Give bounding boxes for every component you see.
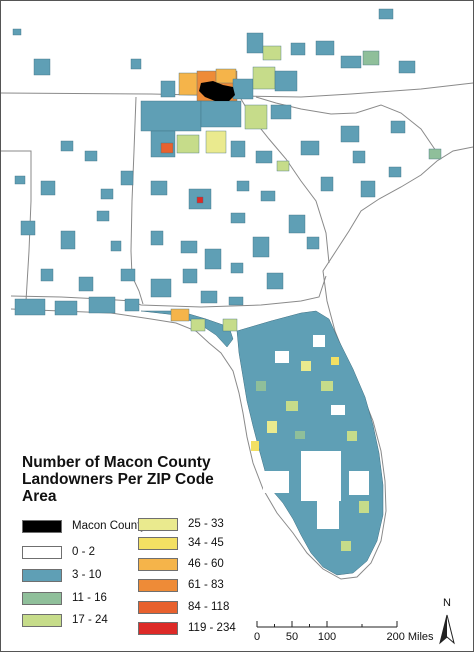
legend-item-61-83: 61 - 83 [138, 578, 224, 592]
coastline [10, 146, 473, 580]
legend-item-17-24: 17 - 24 [22, 613, 108, 627]
legend-swatch [138, 578, 178, 592]
legend-label: 11 - 16 [72, 592, 107, 604]
legend-item-46-60: 46 - 60 [138, 557, 224, 571]
scale-label-50: 50 [285, 631, 299, 643]
legend-label: 46 - 60 [188, 558, 224, 570]
scale-label-100: 100 [317, 631, 337, 643]
north-arrow-label: N [443, 597, 451, 609]
tn-nc-boundary [1, 82, 473, 98]
fl-al-ga-boundary [10, 275, 327, 308]
legend-swatch [22, 613, 62, 627]
legend-item-11-16: 11 - 16 [22, 591, 107, 605]
scale-label-200-miles: 200 Miles [386, 631, 434, 643]
legend-item-3-10: 3 - 10 [22, 568, 101, 582]
al-ms-boundary [1, 150, 32, 302]
legend-swatch [22, 519, 62, 533]
legend-item-119-234: 119 - 234 [138, 621, 236, 635]
legend-label: 119 - 234 [188, 622, 236, 634]
legend-swatch [138, 600, 178, 614]
legend-label: 61 - 83 [188, 579, 224, 591]
legend-item-84-118: 84 - 118 [138, 600, 229, 614]
legend-label: 0 - 2 [72, 546, 96, 558]
legend-item-25-33: 25 - 33 [138, 517, 224, 531]
legend-label: 3 - 10 [72, 569, 102, 581]
macon-county [199, 81, 235, 101]
legend-swatch [22, 591, 62, 605]
scale-bar [256, 621, 398, 628]
legend-label: 84 - 118 [188, 601, 230, 613]
legend-swatch [138, 517, 178, 531]
legend-label: 17 - 24 [72, 614, 108, 626]
legend-label: 34 - 45 [188, 537, 224, 549]
legend-label: 25 - 33 [188, 518, 224, 530]
legend-item-0-2: 0 - 2 [22, 545, 95, 559]
legend-item-macon-county: Macon County [22, 519, 146, 533]
al-ga-boundary [130, 96, 144, 305]
legend-swatch [138, 536, 178, 550]
legend-label: Macon County [72, 520, 147, 532]
legend-swatch [138, 621, 178, 635]
legend-title: Number of Macon County Landowners Per ZI… [22, 454, 214, 505]
scale-label-0: 0 [253, 631, 261, 643]
northern-zip-areas [12, 8, 442, 332]
legend-item-34-45: 34 - 45 [138, 536, 224, 550]
legend-swatch [22, 568, 62, 582]
north-arrow-icon [439, 614, 455, 645]
legend-swatch [22, 545, 62, 559]
legend-swatch [138, 557, 178, 571]
